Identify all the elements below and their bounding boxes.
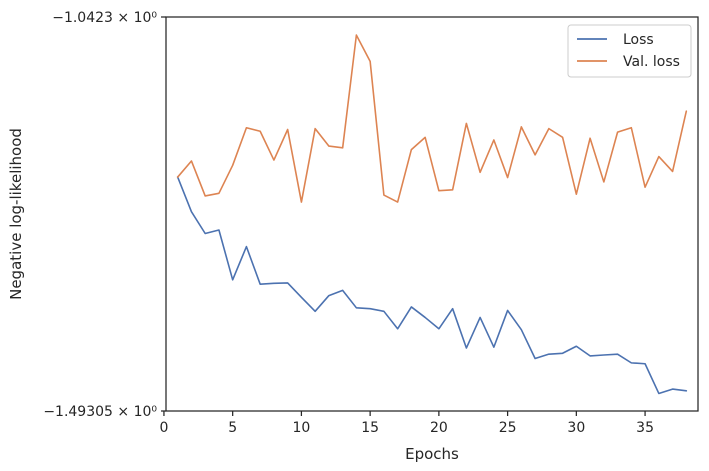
x-tick-label: 35 [636,420,654,436]
series-line-0 [176,176,688,395]
y-tick-label: −1.0423 × 10⁰ [52,10,157,26]
x-tick-label: 30 [567,420,585,436]
plot-lines [176,34,688,395]
x-tick-label: 0 [159,420,168,436]
legend-label: Val. loss [623,54,680,70]
x-tick-label: 25 [499,420,517,436]
legend-label: Loss [623,32,654,48]
plot-frame [165,16,699,412]
series-line-1 [176,34,688,203]
y-axis: −1.0423 × 10⁰ −1.49305 × 10⁰ [43,10,166,420]
legend: Loss Val. loss [567,24,692,78]
x-tick-label: 10 [292,420,310,436]
x-axis: 0 5 10 15 20 25 30 35 [159,411,654,436]
y-tick-label: −1.49305 × 10⁰ [43,404,157,420]
x-axis-label: Epochs [405,445,459,463]
x-tick-label: 20 [430,420,448,436]
legend-box [567,24,692,78]
x-tick-label: 15 [361,420,379,436]
x-tick-label: 5 [228,420,237,436]
y-axis-label: Negative log-likelihood [7,128,25,300]
